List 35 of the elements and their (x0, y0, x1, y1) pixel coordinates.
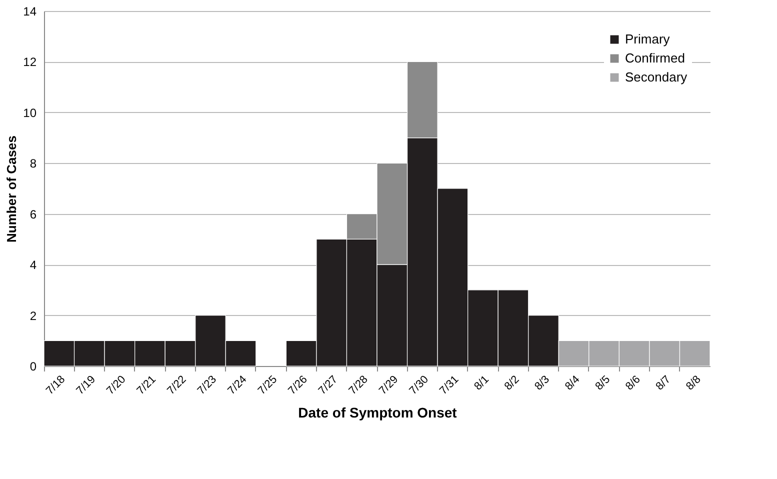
x-tick-label: 7/31 (438, 374, 462, 398)
x-tick-label: 7/27 (316, 374, 340, 398)
legend-label: Confirmed (625, 50, 685, 66)
x-tick-label: 7/26 (286, 374, 310, 398)
x-tick-label: 8/3 (532, 374, 552, 393)
x-tick-label: 7/22 (165, 374, 189, 398)
y-tick-label: 12 (23, 55, 37, 70)
x-tick-label: 7/30 (407, 374, 431, 398)
y-tick-label: 0 (30, 360, 37, 374)
x-tick-label: 8/8 (684, 374, 704, 393)
x-tick-label: 8/1 (472, 374, 492, 393)
x-tick-label: 7/19 (74, 374, 98, 398)
y-tick-label: 2 (30, 308, 37, 323)
x-tick-label: 8/2 (502, 374, 522, 393)
x-tick-label: 7/18 (44, 374, 68, 398)
x-axis-title: Date of Symptom Onset (298, 404, 458, 420)
x-tick-label: 8/4 (562, 374, 582, 393)
x-tick-label: 7/23 (195, 374, 219, 398)
x-tick-label: 7/29 (376, 374, 401, 398)
legend-label: Primary (625, 32, 670, 46)
x-tick-label: 8/6 (624, 374, 643, 393)
x-tick-label: 7/20 (104, 374, 128, 398)
x-tick-label: 7/21 (134, 374, 158, 398)
y-tick-label: 14 (23, 4, 37, 18)
y-tick-label: 6 (30, 207, 37, 222)
legend-label: Secondary (625, 70, 688, 84)
y-axis-title: Number of Cases (4, 136, 20, 242)
y-tick-label: 4 (30, 258, 37, 272)
x-tick-label: 7/25 (256, 374, 280, 398)
x-tick-label: 8/7 (654, 374, 674, 393)
y-tick-label: 10 (23, 106, 37, 120)
x-tick-label: 8/5 (593, 374, 613, 393)
y-tick-label: 8 (30, 156, 37, 171)
x-tick-label: 7/24 (226, 374, 250, 398)
x-tick-label: 7/28 (346, 374, 370, 398)
